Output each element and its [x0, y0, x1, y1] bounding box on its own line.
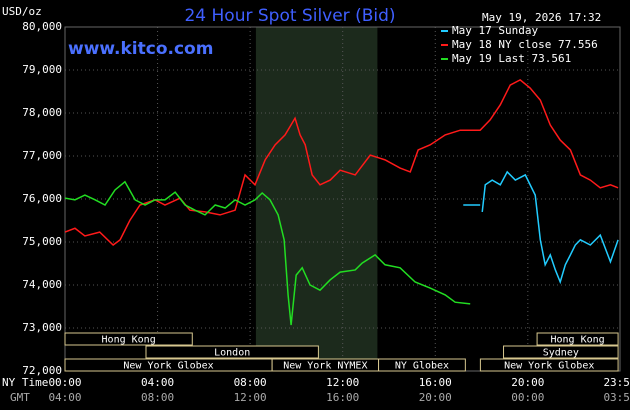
plot-area: 72,000 73,000 74,000 75,000 76,000 77,000 78,0…: [22, 20, 630, 404]
session-label: Sydney: [543, 348, 579, 359]
x-row-label: NY Time: [2, 376, 48, 389]
series-line: [64, 180, 471, 326]
x2-tick-label: 03:59: [603, 391, 630, 404]
y-tick-label: 78,000: [22, 106, 62, 119]
y-tick-label: 79,000: [22, 63, 62, 76]
session-label: Hong Kong: [550, 335, 604, 346]
x2-tick-label: 12:00: [234, 391, 267, 404]
session-label: New York NYMEX: [283, 361, 367, 372]
x2-tick-label: 04:00: [48, 391, 81, 404]
timestamp: May 19, 2026 17:32: [482, 11, 601, 24]
x2-tick-label: 00:00: [511, 391, 544, 404]
session-label: Hong Kong: [102, 335, 156, 346]
y-tick-label: 80,000: [22, 20, 62, 33]
session-bar: [536, 332, 619, 346]
chart-title: 24 Hour Spot Silver (Bid): [184, 6, 395, 26]
x-tick-label: 23:59: [603, 376, 630, 389]
series-line: [463, 170, 619, 285]
session-bar: [145, 345, 319, 359]
session-label: New York Globex: [123, 361, 213, 372]
legend-label: May 17 Sunday: [452, 24, 538, 37]
y-tick-label: 72,000: [22, 364, 62, 377]
x2-tick-label: 16:00: [326, 391, 359, 404]
session-bar: [503, 345, 619, 359]
legend-label: May 19 Last 73.561: [452, 52, 571, 65]
x-tick-label: 20:00: [511, 376, 544, 389]
x-tick-label: 04:00: [141, 376, 174, 389]
session-bar: [64, 332, 193, 346]
x2-tick-label: 08:00: [141, 391, 174, 404]
x-tick-label: 12:00: [326, 376, 359, 389]
x-tick-label: 00:00: [48, 376, 81, 389]
session-bar: [378, 358, 466, 372]
watermark: www.kitco.com: [68, 39, 213, 59]
y-tick-label: 74,000: [22, 278, 62, 291]
x2-tick-label: 20:00: [419, 391, 452, 404]
y-tick-label: 73,000: [22, 321, 62, 334]
y-tick-label: 76,000: [22, 192, 62, 205]
session-label: London: [214, 348, 250, 359]
legend-label: May 18 NY close 77.556: [452, 38, 598, 51]
x-tick-label: 16:00: [419, 376, 452, 389]
unit-label: USD/oz: [2, 5, 42, 18]
x-tick-label: 08:00: [234, 376, 267, 389]
session-highlight: [255, 27, 378, 371]
y-tick-label: 77,000: [22, 149, 62, 162]
session-label: New York Globex: [504, 361, 594, 372]
x2-row-label: GMT: [10, 391, 30, 404]
session-label: NY Globex: [395, 361, 449, 372]
y-tick-label: 75,000: [22, 235, 62, 248]
series-line: [64, 78, 619, 246]
session-bar: [479, 358, 619, 372]
